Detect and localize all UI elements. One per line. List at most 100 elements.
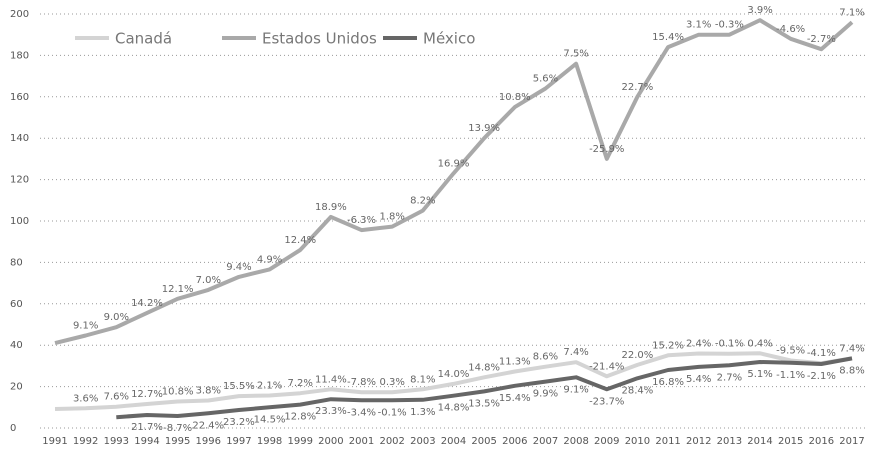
value-label: 5.4% [686,374,711,385]
value-label: -1.1% [776,370,805,381]
x-tick-label: 2000 [318,436,343,447]
value-label: 10.8% [499,92,531,103]
x-tick-label: 1993 [104,436,129,447]
value-label: 12.4% [284,235,316,246]
value-label: 3.8% [196,385,221,396]
value-label: 3.9% [747,5,772,16]
y-tick-label: 20 [10,382,23,393]
value-label: 16.8% [652,377,684,388]
x-tick-label: 1997 [226,436,251,447]
value-label: 28.4% [622,385,654,396]
value-label: -0.1% [715,339,744,350]
value-label: 5.6% [533,74,558,85]
value-label: -0.3% [715,20,744,31]
x-tick-label: 1994 [134,436,159,447]
value-label: 1.8% [379,212,404,223]
value-label: 0.4% [747,338,772,349]
x-tick-label: 2017 [839,436,864,447]
x-tick-label: 2007 [533,436,558,447]
x-tick-label: 1995 [165,436,190,447]
value-label: 2.4% [686,338,711,349]
value-label: 8.2% [410,196,435,207]
value-label: 0.3% [379,377,404,388]
y-tick-label: 140 [10,133,29,144]
y-tick-label: 0 [10,423,16,434]
x-tick-label: 2011 [655,436,680,447]
x-tick-label: 2016 [809,436,834,447]
x-tick-label: 2005 [471,436,496,447]
x-tick-label: 1996 [196,436,221,447]
y-tick-label: 100 [10,216,29,227]
value-label: -4.1% [807,348,836,359]
y-tick-label: 120 [10,175,29,186]
x-tick-label: 2003 [410,436,435,447]
value-label: 22.7% [622,82,654,93]
value-label: 9.9% [533,389,558,400]
x-tick-label: 2002 [379,436,404,447]
value-label: 15.5% [223,381,255,392]
x-tick-label: 2014 [747,436,772,447]
value-label: -0.1% [378,407,407,418]
value-label: 13.9% [468,123,500,134]
x-tick-label: 2013 [717,436,742,447]
x-tick-label: 2001 [349,436,374,447]
x-tick-label: 2008 [563,436,588,447]
series-line [116,356,853,420]
value-label: 13.5% [468,398,500,409]
value-label: 11.4% [315,374,347,385]
value-label: 3.6% [73,393,98,404]
x-tick-label: 2010 [625,436,650,447]
value-label: -25.9% [589,144,624,155]
value-label: 14.5% [254,414,286,425]
value-label: 7.2% [288,378,313,389]
value-label: 7.4% [839,343,864,354]
value-label: -23.7% [589,396,624,407]
value-label: -8.7% [163,423,192,434]
value-label: -3.4% [347,407,376,418]
x-tick-label: 2012 [686,436,711,447]
value-label: 14.8% [438,403,470,414]
value-label: -2.1% [807,371,836,382]
value-label: 9.1% [563,384,588,395]
legend-label: Estados Unidos [262,30,377,48]
value-label: 12.1% [162,284,194,295]
x-tick-label: 2006 [502,436,527,447]
value-label: 2.1% [257,381,282,392]
value-label: -2.7% [807,34,836,45]
series-line [54,18,854,346]
value-label: 9.0% [104,312,129,323]
value-label: 10.8% [162,387,194,398]
x-tick-label: 1999 [288,436,313,447]
value-label: 8.6% [533,352,558,363]
value-label: 15.2% [652,340,684,351]
y-tick-label: 160 [10,92,29,103]
x-tick-label: 2004 [441,436,466,447]
series-line [54,351,853,411]
value-label: 5.1% [747,369,772,380]
x-tick-label: 2009 [594,436,619,447]
value-label: 9.1% [73,320,98,331]
value-label: 15.4% [652,32,684,43]
value-label: 14.8% [468,362,500,373]
y-tick-label: 180 [10,50,29,61]
value-label: 3.1% [686,20,711,31]
value-label: 7.6% [104,392,129,403]
value-label: 4.9% [257,254,282,265]
value-label: 16.9% [438,158,470,169]
value-label: 22.4% [192,420,224,431]
value-label: -7.8% [347,377,376,388]
value-label: 8.1% [410,374,435,385]
legend-label: México [423,30,475,48]
value-label: 15.4% [499,393,531,404]
value-label: -9.5% [776,346,805,357]
value-label: 8.8% [839,365,864,376]
value-label: 11.3% [499,356,531,367]
value-label: 22.0% [622,350,654,361]
value-label: 7.5% [563,49,588,60]
value-label: 2.7% [717,372,742,383]
x-tick-label: 1992 [73,436,98,447]
value-label: 18.9% [315,202,347,213]
y-tick-label: 200 [10,9,29,20]
value-label: 7.0% [196,275,221,286]
